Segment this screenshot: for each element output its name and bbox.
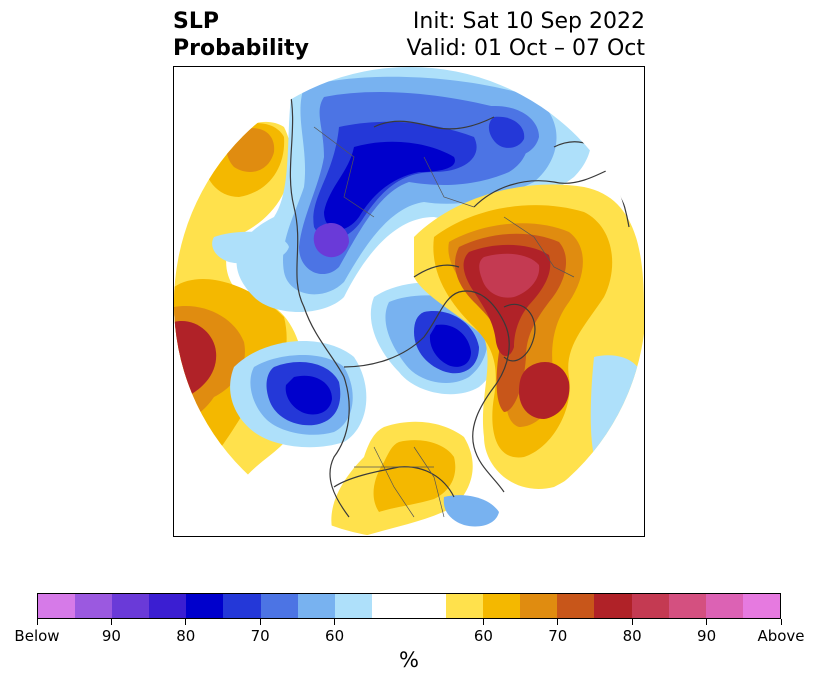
colorbar-tick <box>36 619 38 625</box>
below-region-east-us <box>443 495 499 527</box>
colorbar-tick <box>185 619 187 625</box>
colorbar-segment <box>260 594 298 618</box>
colorbar-tick <box>706 619 708 625</box>
above-region-europe <box>519 362 570 419</box>
title-line2: Probability <box>173 36 309 61</box>
colorbar-segment <box>297 594 335 618</box>
colorbar-segment <box>371 594 447 618</box>
colorbar-segment <box>112 594 150 618</box>
colorbar-segment <box>334 594 372 618</box>
colorbar-tick-label: 70 <box>548 627 568 645</box>
colorbar-tick-label: 60 <box>473 627 493 645</box>
colorbar-segment <box>483 594 521 618</box>
colorbar-segment <box>557 594 595 618</box>
map-title: SLP Probability <box>173 8 309 62</box>
colorbar-tick-label: Below <box>14 627 60 645</box>
colorbar-tick <box>110 619 112 625</box>
colorbar-tick-label: 80 <box>622 627 642 645</box>
colorbar-tick-label: 70 <box>250 627 270 645</box>
colorbar-segment <box>186 594 224 618</box>
colorbar-tick-label: 90 <box>697 627 717 645</box>
below-region-northeast-core <box>488 116 525 148</box>
colorbar-segment <box>631 594 669 618</box>
borders <box>313 126 575 518</box>
colorbar-unit: % <box>399 648 419 672</box>
colorbar-segment <box>705 594 743 618</box>
colorbar-tick <box>259 619 261 625</box>
init-date: Init: Sat 10 Sep 2022 <box>412 9 645 34</box>
below-region-pacific-small <box>212 231 289 264</box>
colorbar <box>37 593 781 619</box>
below-region-atlantic-south <box>590 355 644 474</box>
below-region-arctic-core <box>429 324 471 367</box>
colorbar-tick <box>334 619 336 625</box>
colorbar-segment <box>149 594 187 618</box>
colorbar-tick <box>780 619 782 625</box>
colorbar-segment <box>75 594 113 618</box>
below-region-north-4 <box>324 141 455 230</box>
colorbar-tick-label: 90 <box>101 627 121 645</box>
above-region-namerica-1 <box>373 440 456 512</box>
colorbar-segment <box>38 594 76 618</box>
colorbar-tick-label: 60 <box>325 627 345 645</box>
colorbar-segment <box>668 594 706 618</box>
colorbar-segment <box>742 594 780 618</box>
title-line1: SLP <box>173 9 219 34</box>
valid-range: Valid: 01 Oct – 07 Oct <box>406 36 645 61</box>
below-region-pacific-core <box>285 375 332 415</box>
colorbar-segment <box>594 594 632 618</box>
above-region-east-core <box>479 253 540 298</box>
below-region-north-core <box>313 222 349 258</box>
forecast-dates: Init: Sat 10 Sep 2022 Valid: 01 Oct – 07… <box>407 8 645 62</box>
colorbar-tick-label: 80 <box>176 627 196 645</box>
colorbar-segment <box>446 594 484 618</box>
colorbar-tick <box>631 619 633 625</box>
probability-map <box>173 66 645 537</box>
colorbar-segment <box>223 594 261 618</box>
colorbar-tick-label: Above <box>757 627 805 645</box>
probability-field <box>174 67 644 536</box>
colorbar-tick <box>482 619 484 625</box>
map-svg <box>174 67 644 536</box>
colorbar-tick <box>557 619 559 625</box>
colorbar-segment <box>520 594 558 618</box>
